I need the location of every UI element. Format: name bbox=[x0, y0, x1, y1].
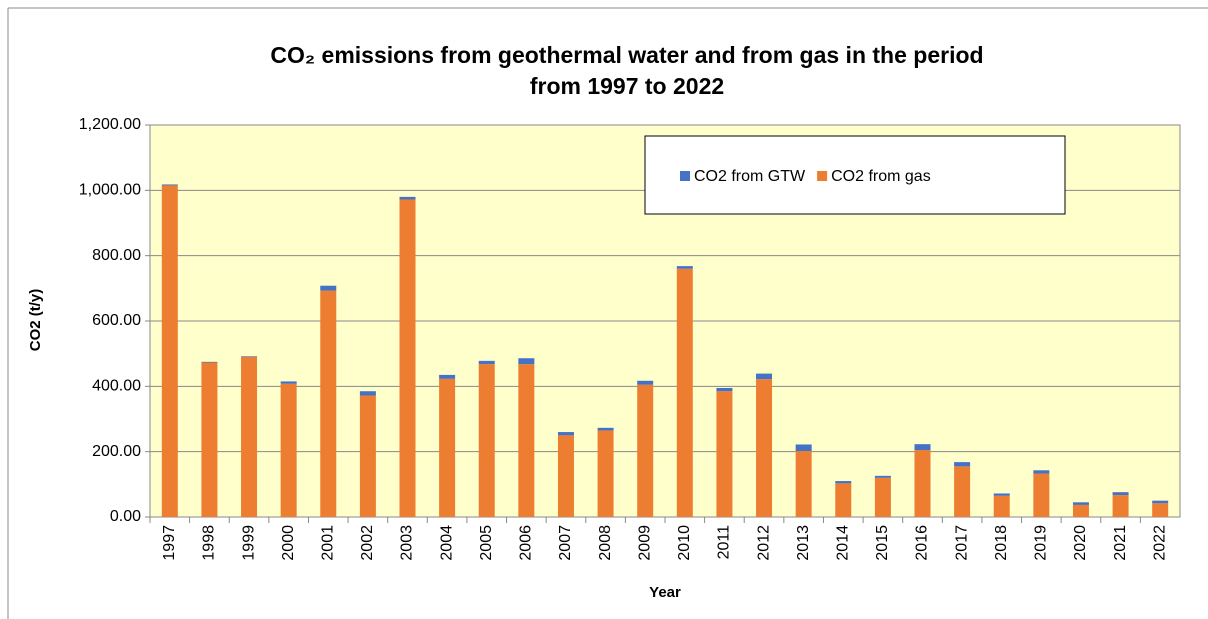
x-tick-label: 2001 bbox=[319, 525, 336, 561]
bar-segment bbox=[1112, 492, 1129, 496]
x-tick-label: 2011 bbox=[716, 525, 733, 560]
bar-segment bbox=[439, 378, 456, 517]
bar-segment bbox=[954, 462, 971, 467]
bar-segment bbox=[1033, 473, 1050, 517]
x-tick-label: 2019 bbox=[1033, 525, 1050, 561]
x-tick-label: 2003 bbox=[399, 525, 416, 561]
x-tick-label: 2006 bbox=[518, 525, 535, 561]
bar-segment bbox=[518, 364, 535, 517]
bar-segment bbox=[637, 384, 654, 517]
x-tick-label: 2016 bbox=[914, 525, 931, 561]
bar-segment bbox=[161, 184, 178, 186]
bar-segment bbox=[161, 185, 178, 517]
bar-segment bbox=[399, 199, 416, 518]
bar-segment bbox=[359, 395, 376, 517]
x-tick-label: 1999 bbox=[240, 525, 257, 561]
y-tick-label: 1,200.00 bbox=[79, 116, 141, 133]
bar-segment bbox=[597, 430, 614, 517]
bar-segment bbox=[280, 383, 297, 517]
bar-segment bbox=[1152, 503, 1169, 517]
bar-segment bbox=[954, 466, 971, 517]
bar-segment bbox=[597, 427, 614, 431]
bar-segment bbox=[914, 444, 931, 451]
x-tick-label: 2012 bbox=[755, 525, 772, 561]
bar-segment bbox=[716, 387, 733, 392]
legend-swatch bbox=[817, 171, 828, 181]
bar-segment bbox=[874, 475, 891, 478]
bar-segment bbox=[1072, 504, 1089, 517]
bar-segment bbox=[993, 495, 1010, 517]
chart-title: from 1997 to 2022 bbox=[530, 73, 724, 99]
bar-segment bbox=[756, 379, 773, 517]
y-tick-label: 200.00 bbox=[92, 443, 141, 460]
x-tick-label: 2022 bbox=[1151, 525, 1168, 561]
bar-segment bbox=[280, 381, 297, 384]
y-tick-label: 600.00 bbox=[92, 312, 141, 329]
y-axis-title: CO2 (t/y) bbox=[27, 289, 44, 352]
legend-box bbox=[644, 135, 1066, 215]
legend-label: CO2 from GTW bbox=[694, 168, 806, 185]
bar-segment bbox=[557, 435, 574, 517]
bar-segment bbox=[835, 483, 852, 517]
x-tick-label: 2002 bbox=[359, 525, 376, 561]
bar-segment bbox=[201, 361, 218, 363]
x-tick-label: 2009 bbox=[636, 525, 653, 561]
chart-title: CO₂ emissions from geothermal water and … bbox=[270, 42, 983, 68]
bar-segment bbox=[993, 493, 1010, 496]
x-tick-label: 2018 bbox=[993, 525, 1010, 561]
bar-segment bbox=[835, 481, 852, 484]
legend-label: CO2 from gas bbox=[831, 168, 931, 185]
bar-segment bbox=[320, 285, 337, 291]
bar-segment bbox=[399, 196, 416, 200]
bar-segment bbox=[1033, 470, 1050, 474]
bar-segment bbox=[320, 290, 337, 517]
bar-segment bbox=[914, 450, 931, 517]
bar-segment bbox=[874, 477, 891, 517]
y-tick-label: 400.00 bbox=[92, 378, 141, 395]
x-tick-label: 1997 bbox=[161, 525, 178, 561]
x-tick-label: 2000 bbox=[280, 525, 297, 561]
bar-segment bbox=[756, 373, 773, 380]
bar-segment bbox=[359, 391, 376, 396]
x-tick-label: 2010 bbox=[676, 525, 693, 561]
bar-segment bbox=[241, 356, 258, 357]
y-tick-label: 800.00 bbox=[92, 247, 141, 264]
x-tick-label: 2014 bbox=[834, 525, 851, 561]
bar-segment bbox=[1072, 502, 1089, 505]
bar-segment bbox=[557, 432, 574, 436]
x-tick-label: 2020 bbox=[1072, 525, 1089, 561]
x-tick-label: 1998 bbox=[201, 525, 218, 561]
bar-segment bbox=[1112, 495, 1129, 517]
bar-segment bbox=[478, 364, 495, 517]
bar-segment bbox=[439, 374, 456, 379]
bar-segment bbox=[201, 362, 218, 517]
x-tick-label: 2005 bbox=[478, 525, 495, 561]
x-tick-label: 2008 bbox=[597, 525, 614, 561]
x-axis-title: Year bbox=[649, 584, 681, 601]
bar-segment bbox=[518, 358, 535, 365]
bar-segment bbox=[795, 444, 812, 452]
legend-swatch bbox=[680, 171, 690, 181]
bar-segment bbox=[478, 360, 495, 365]
x-tick-label: 2015 bbox=[874, 525, 891, 561]
bar-segment bbox=[795, 451, 812, 517]
y-tick-label: 1,000.00 bbox=[79, 182, 141, 199]
bar-segment bbox=[637, 380, 654, 385]
bar-segment bbox=[676, 266, 693, 269]
bar-segment bbox=[716, 391, 733, 517]
x-tick-label: 2004 bbox=[438, 525, 455, 561]
bar-segment bbox=[676, 268, 693, 517]
x-tick-label: 2007 bbox=[557, 525, 574, 561]
y-tick-label: 0.00 bbox=[110, 508, 141, 525]
bar-segment bbox=[241, 356, 258, 517]
x-tick-label: 2021 bbox=[1112, 525, 1129, 561]
x-tick-label: 2013 bbox=[795, 525, 812, 561]
x-tick-label: 2017 bbox=[953, 525, 970, 561]
bar-segment bbox=[1152, 500, 1169, 504]
